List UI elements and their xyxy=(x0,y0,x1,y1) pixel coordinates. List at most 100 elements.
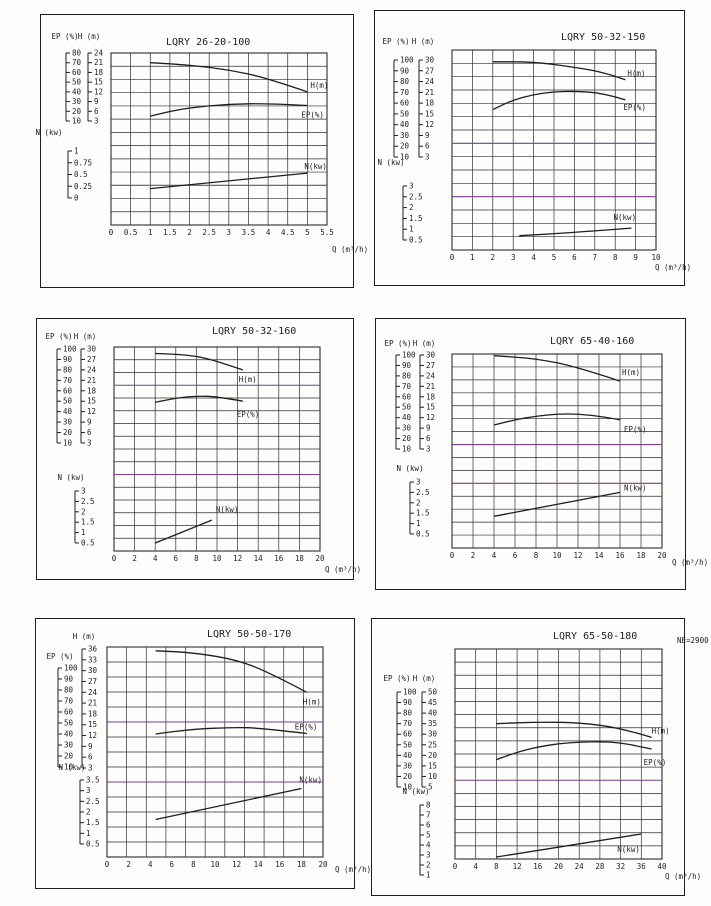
n-axis-label: N (kw) xyxy=(402,787,429,796)
ep-tick-label: 40 xyxy=(403,751,413,760)
x-tick-label: 8 xyxy=(494,862,499,871)
x-tick-label: 14 xyxy=(594,551,604,560)
ep-tick-label: 70 xyxy=(63,376,73,385)
ep-tick-label: 30 xyxy=(64,741,74,750)
ep-curve xyxy=(155,395,243,403)
x-tick-label: 2 xyxy=(132,554,137,563)
chart-panel-lqry-50-32-150: LQRY 50-32-150 0 1 2 3 4 5 6 7 8 9 10 Q (m³/h) 100 90 8… xyxy=(374,10,691,286)
h-tick-label: 30 xyxy=(425,56,435,65)
ep-tick-label: 50 xyxy=(63,397,73,406)
h-tick-label: 9 xyxy=(425,131,430,140)
ep-tick-label: 70 xyxy=(402,382,412,391)
x-tick-label: 20 xyxy=(318,860,328,869)
h-tick-label: 30 xyxy=(428,730,438,739)
n-tick-label: 1 xyxy=(416,519,421,528)
n-curve-label: N(kw) xyxy=(617,845,640,854)
n-tick-label: 1 xyxy=(86,829,91,838)
n-tick-label: 2 xyxy=(426,861,431,870)
n-curve-label: N(kw) xyxy=(299,776,322,785)
h-tick-label: 9 xyxy=(94,97,99,106)
x-tick-label: 4 xyxy=(473,862,478,871)
x-axis-label: Q (m³/h) xyxy=(665,872,701,881)
ep-tick-label: 60 xyxy=(403,730,413,739)
n-tick-label: 1 xyxy=(409,225,414,234)
h-tick-label: 18 xyxy=(88,709,98,718)
ep-tick-label: 100 xyxy=(64,664,78,673)
h-tick-label: 3 xyxy=(426,445,431,454)
ep-tick-label: 10 xyxy=(64,763,74,772)
h-tick-label: 12 xyxy=(94,87,103,96)
n-tick-label: 1.5 xyxy=(416,509,430,518)
n-curve xyxy=(155,787,302,821)
x-tick-label: 4 xyxy=(148,860,153,869)
h-curve-label: H(m) xyxy=(627,69,645,78)
h-tick-label: 18 xyxy=(87,386,97,395)
h-axis-label: H (m) xyxy=(413,674,436,683)
x-tick-label: 20 xyxy=(315,554,325,563)
ep-axis-label: EP (%) xyxy=(384,339,411,348)
h-tick-label: 3 xyxy=(88,764,93,773)
h-tick-label: 21 xyxy=(425,88,434,97)
h-tick-label: 15 xyxy=(428,761,437,770)
x-tick-label: 12 xyxy=(573,551,582,560)
n-curve xyxy=(493,491,621,517)
x-tick-label: 5 xyxy=(305,228,310,237)
ep-tick-label: 30 xyxy=(72,97,82,106)
n-tick-label: 2.5 xyxy=(416,488,430,497)
n-curve xyxy=(150,172,308,190)
x-tick-label: 16 xyxy=(533,862,543,871)
n-tick-label: 8 xyxy=(426,801,431,810)
n-axis-label: N (kw) xyxy=(377,158,404,167)
h-tick-label: 24 xyxy=(87,365,97,374)
plot-area-border xyxy=(110,52,328,226)
h-curve xyxy=(150,62,308,93)
x-tick-label: 0 xyxy=(453,862,458,871)
x-tick-label: 12 xyxy=(233,554,242,563)
chart-svg: LQRY 26-20-100 0 0.5 1 1.5 2 2.5 3 3.5 4 4.5 5 5.5 Q … xyxy=(35,32,368,254)
ep-tick-label: 20 xyxy=(402,434,412,443)
n-tick-label: 0.5 xyxy=(81,539,95,548)
h-tick-label: 27 xyxy=(426,361,435,370)
chart-panel-lqry-26-20-100: LQRY 26-20-100 0 0.5 1 1.5 2 2.5 3 3.5 4 4.5 5 5.5 Q … xyxy=(35,14,368,288)
x-axis-label: Q (m³/h) xyxy=(332,245,368,254)
n-tick-label: 0.75 xyxy=(74,158,92,167)
grid xyxy=(106,646,324,858)
ep-tick-label: 60 xyxy=(63,386,73,395)
x-tick-label: 1.5 xyxy=(163,228,177,237)
h-axis-label: H (m) xyxy=(413,339,436,348)
n-tick-label: 3 xyxy=(86,786,91,795)
ep-axis-label: EP (%) xyxy=(51,32,78,41)
ep-tick-label: 30 xyxy=(403,761,413,770)
x-tick-label: 3 xyxy=(511,253,516,262)
x-tick-label: 1 xyxy=(148,228,153,237)
x-tick-label: 4 xyxy=(492,551,497,560)
ep-tick-label: 90 xyxy=(403,698,413,707)
n-tick-label: 1 xyxy=(74,147,79,156)
chart-title: LQRY 26-20-100 xyxy=(166,37,250,48)
x-tick-label: 40 xyxy=(657,862,667,871)
n-tick-label: 2 xyxy=(409,203,414,212)
n-tick-label: 3 xyxy=(409,182,414,191)
x-tick-label: 10 xyxy=(552,551,562,560)
ep-tick-label: 50 xyxy=(403,740,413,749)
n-curve xyxy=(519,227,632,237)
h-tick-label: 50 xyxy=(428,688,438,697)
n-tick-label: 2 xyxy=(81,507,86,516)
n-curve-label: N(kw) xyxy=(614,213,637,222)
ep-tick-label: 100 xyxy=(402,351,416,360)
ep-tick-label: 70 xyxy=(64,697,74,706)
ep-tick-label: 10 xyxy=(400,153,410,162)
x-tick-label: 8 xyxy=(194,554,199,563)
x-tick-label: 6 xyxy=(513,551,518,560)
n-tick-label: 0.5 xyxy=(416,530,430,539)
h-tick-label: 45 xyxy=(428,698,437,707)
x-axis-label: Q (m³/h) xyxy=(655,263,691,272)
ep-tick-label: 70 xyxy=(400,88,410,97)
x-tick-label: 8 xyxy=(613,253,618,262)
ep-tick-label: 60 xyxy=(64,708,74,717)
h-tick-label: 3 xyxy=(87,439,92,448)
h-tick-label: 27 xyxy=(88,677,97,686)
ep-tick-label: 30 xyxy=(400,131,410,140)
h-tick-label: 6 xyxy=(88,753,93,762)
